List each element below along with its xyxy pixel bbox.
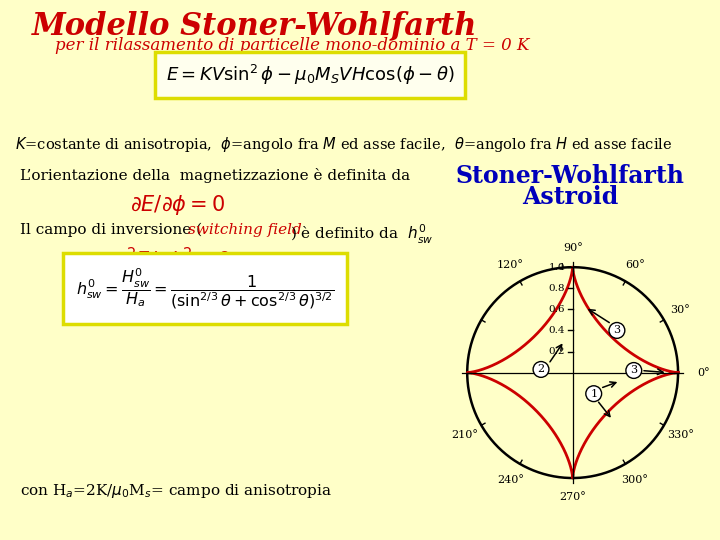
Text: 300°: 300° xyxy=(621,475,648,485)
Text: $E = KV\sin^2\phi - \mu_0 M_S V H \cos(\phi - \theta)$: $E = KV\sin^2\phi - \mu_0 M_S V H \cos(\… xyxy=(166,63,454,87)
Text: $\partial E/\partial\phi = 0$: $\partial E/\partial\phi = 0$ xyxy=(130,193,225,217)
Text: 0.2: 0.2 xyxy=(549,347,565,356)
Text: $\partial^2 E/\partial\phi^2 = 0$: $\partial^2 E/\partial\phi^2 = 0$ xyxy=(115,246,232,275)
Text: 330°: 330° xyxy=(667,430,694,440)
Text: 90°: 90° xyxy=(563,243,582,253)
Circle shape xyxy=(586,386,602,402)
Text: 3: 3 xyxy=(630,366,637,375)
Text: 1: 1 xyxy=(559,262,565,272)
Text: Astroid: Astroid xyxy=(522,185,618,209)
Text: switching field: switching field xyxy=(188,223,302,237)
Circle shape xyxy=(533,362,549,377)
Text: con H$_a$=2K/$\mu_0$M$_s$= campo di anisotropia: con H$_a$=2K/$\mu_0$M$_s$= campo di anis… xyxy=(20,482,332,500)
Circle shape xyxy=(609,322,625,339)
Text: 270°: 270° xyxy=(559,492,586,502)
Text: Modello Stoner-Wohlfarth: Modello Stoner-Wohlfarth xyxy=(32,10,477,41)
Text: per il rilassamento di particelle mono-dominio a T = 0 K: per il rilassamento di particelle mono-d… xyxy=(55,37,529,54)
Text: 0.6: 0.6 xyxy=(549,305,565,314)
Text: ) è definito da  $h^0_{sw}$: ) è definito da $h^0_{sw}$ xyxy=(290,223,433,246)
Text: L’orientazione della  magnetizzazione è definita da: L’orientazione della magnetizzazione è d… xyxy=(20,168,410,183)
Text: $K$=costante di anisotropia,  $\phi$=angolo fra $M$ ed asse facile,  $\theta$=an: $K$=costante di anisotropia, $\phi$=ango… xyxy=(15,135,672,154)
Text: $h^0_{sw} = \dfrac{H^0_{sw}}{H_a} = \dfrac{1}{\left(\sin^{2/3}\theta + \cos^{2/3: $h^0_{sw} = \dfrac{H^0_{sw}}{H_a} = \dfr… xyxy=(76,266,334,311)
Text: 60°: 60° xyxy=(625,260,644,270)
Text: 0.4: 0.4 xyxy=(549,326,565,335)
Text: Stoner-Wohlfarth: Stoner-Wohlfarth xyxy=(456,164,685,188)
Text: 210°: 210° xyxy=(451,430,478,440)
Text: 0.8: 0.8 xyxy=(549,284,565,293)
Text: Il campo di inversione (: Il campo di inversione ( xyxy=(20,223,202,238)
Circle shape xyxy=(626,362,642,379)
Text: 120°: 120° xyxy=(497,260,524,270)
Text: 0°: 0° xyxy=(697,368,710,377)
Text: 240°: 240° xyxy=(497,475,524,485)
Text: 1: 1 xyxy=(590,389,598,399)
Text: 3: 3 xyxy=(613,326,621,335)
Text: 30°: 30° xyxy=(670,306,690,315)
Text: 1.0: 1.0 xyxy=(549,262,565,272)
Text: 2: 2 xyxy=(537,364,544,374)
